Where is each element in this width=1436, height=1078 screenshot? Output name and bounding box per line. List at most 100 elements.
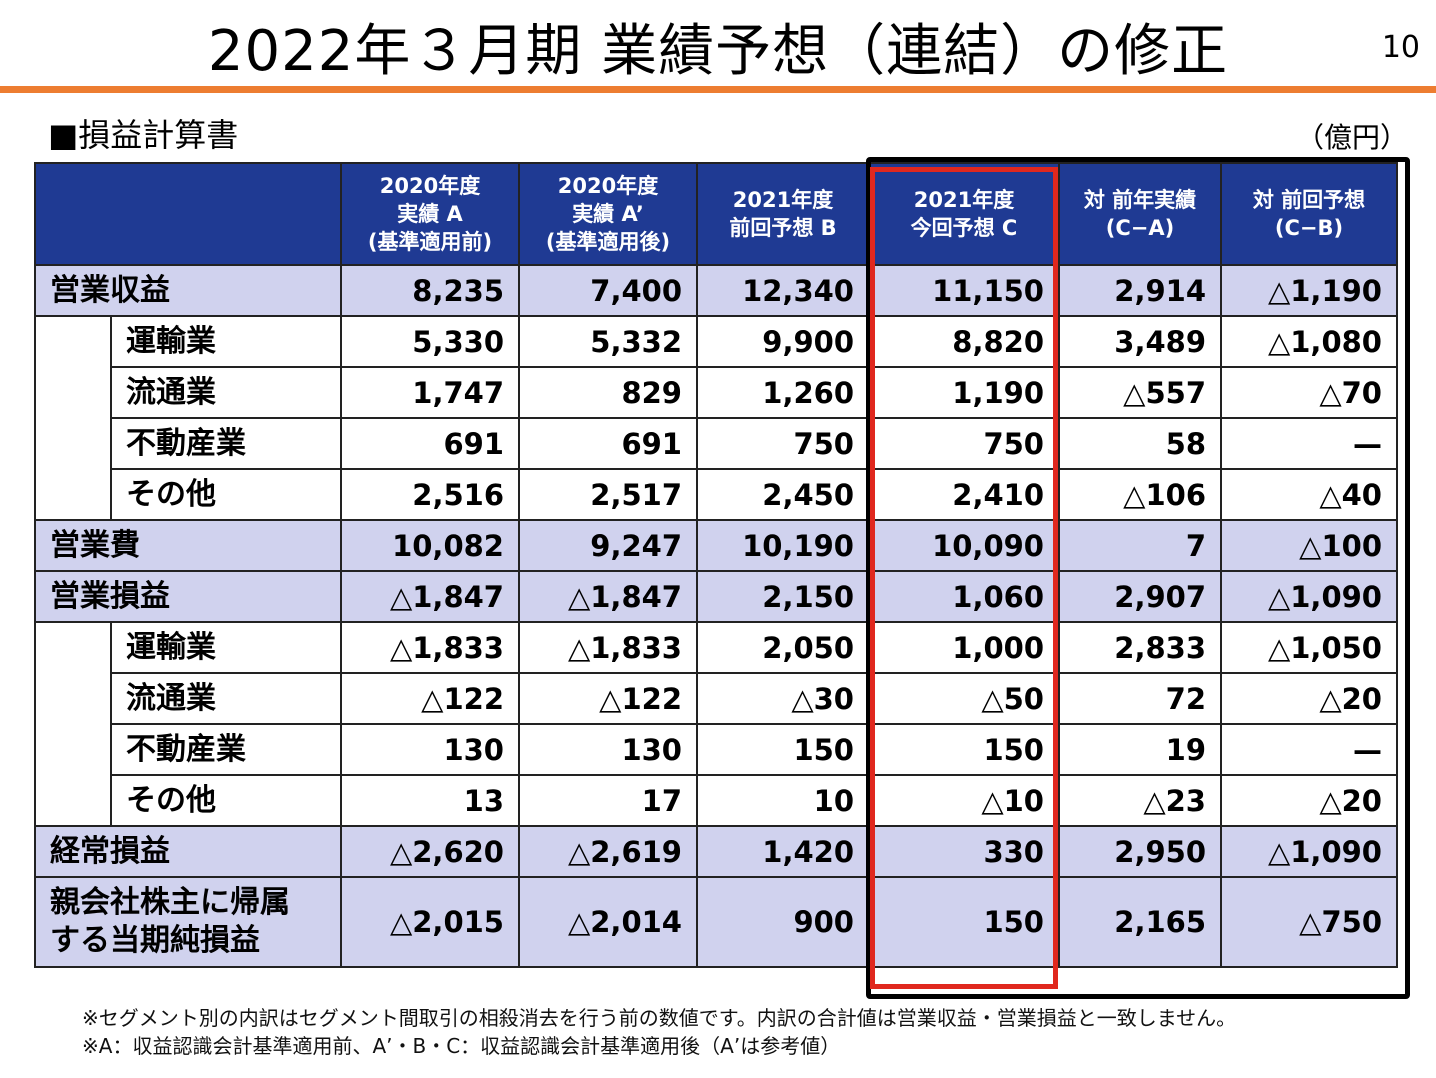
table-cell: 58 <box>1058 417 1222 470</box>
table-cell: 10 <box>696 774 870 827</box>
table-cell: 130 <box>518 723 698 776</box>
row-label: その他 <box>110 774 342 827</box>
footnote: ※A：収益認識会計基準適用前、A’・B・C：収益認識会計基準適用後（A’は参考値… <box>82 1034 841 1058</box>
header-corner <box>34 162 342 266</box>
table-cell: △100 <box>1220 519 1398 572</box>
table-cell: 1,060 <box>868 570 1060 623</box>
table-cell: 19 <box>1058 723 1222 776</box>
row-label: 親会社株主に帰属 する当期純損益 <box>34 876 342 968</box>
table-cell: △1,833 <box>518 621 698 674</box>
table-cell: △30 <box>696 672 870 725</box>
table-cell: — <box>1220 417 1398 470</box>
table-cell: 2,516 <box>340 468 520 521</box>
table-cell: 2,165 <box>1058 876 1222 968</box>
row-label: 運輸業 <box>110 621 342 674</box>
row-label: 運輸業 <box>110 315 342 368</box>
table-cell: △122 <box>340 672 520 725</box>
table-cell: △106 <box>1058 468 1222 521</box>
row-label: 不動産業 <box>110 723 342 776</box>
income-statement-table: 2020年度 実績 A (基準適用前) 2020年度 実績 A’ (基準適用後)… <box>34 162 1398 968</box>
table-cell: △1,090 <box>1220 825 1398 878</box>
row-label: 流通業 <box>110 366 342 419</box>
table-cell: 750 <box>696 417 870 470</box>
table-cell: △70 <box>1220 366 1398 419</box>
table-row: 経常損益 △2,620 △2,619 1,420 330 2,950 △1,09… <box>34 825 1398 878</box>
table-cell: 5,330 <box>340 315 520 368</box>
table-row: 営業損益 △1,847 △1,847 2,150 1,060 2,907 △1,… <box>34 570 1398 623</box>
table-row: 営業費 10,082 9,247 10,190 10,090 7 △100 <box>34 519 1398 572</box>
table-cell: △750 <box>1220 876 1398 968</box>
table-row: その他 2,516 2,517 2,450 2,410 △106 △40 <box>35 468 1398 521</box>
unit-label: （億円） <box>1295 121 1408 154</box>
table-cell: 2,150 <box>696 570 870 623</box>
table-cell: 150 <box>868 723 1060 776</box>
footnotes: ※セグメント別の内訳はセグメント間取引の相殺消去を行う前の数値です。内訳の合計値… <box>82 1004 1236 1060</box>
indent-cell <box>34 621 112 827</box>
table-cell: 2,950 <box>1058 825 1222 878</box>
table-cell: 5,332 <box>518 315 698 368</box>
table-cell: 2,050 <box>696 621 870 674</box>
column-header: 2021年度 今回予想 C <box>868 162 1060 266</box>
page-number: 10 <box>1381 30 1420 65</box>
footnote: ※セグメント別の内訳はセグメント間取引の相殺消去を行う前の数値です。内訳の合計値… <box>82 1006 1237 1030</box>
table-cell: △2,015 <box>340 876 520 968</box>
table-cell: △122 <box>518 672 698 725</box>
table-cell: 3,489 <box>1058 315 1222 368</box>
table-cell: 2,914 <box>1058 264 1222 317</box>
table-cell: 2,907 <box>1058 570 1222 623</box>
column-header: 2020年度 実績 A’ (基準適用後) <box>518 162 698 266</box>
table-cell: 130 <box>340 723 520 776</box>
row-label: 不動産業 <box>110 417 342 470</box>
table-row: 流通業 △122 △122 △30 △50 72 △20 <box>35 672 1398 725</box>
row-label: 営業損益 <box>34 570 342 623</box>
table-cell: — <box>1220 723 1398 776</box>
table-row: 営業収益 8,235 7,400 12,340 11,150 2,914 △1,… <box>34 264 1398 317</box>
row-label: 経常損益 <box>34 825 342 878</box>
table-cell: △1,833 <box>340 621 520 674</box>
column-header: 対 前年実績 (C−A) <box>1058 162 1222 266</box>
table-cell: △1,847 <box>518 570 698 623</box>
table-row: 運輸業 △1,833 △1,833 2,050 1,000 2,833 △1,0… <box>34 621 1398 827</box>
table-cell: △1,090 <box>1220 570 1398 623</box>
table-cell: △50 <box>868 672 1060 725</box>
table-cell: 72 <box>1058 672 1222 725</box>
table-cell: 10,082 <box>340 519 520 572</box>
row-label: 流通業 <box>110 672 342 725</box>
column-header: 対 前回予想 (C−B) <box>1220 162 1398 266</box>
table-cell: 829 <box>518 366 698 419</box>
table-cell: 10,190 <box>696 519 870 572</box>
table-cell: △20 <box>1220 774 1398 827</box>
table-row: 不動産業 691 691 750 750 58 — <box>35 417 1398 470</box>
table-header-row: 2020年度 実績 A (基準適用前) 2020年度 実績 A’ (基準適用後)… <box>34 162 1398 266</box>
table-cell: △1,080 <box>1220 315 1398 368</box>
table-cell: 1,747 <box>340 366 520 419</box>
table-cell: △2,014 <box>518 876 698 968</box>
table-cell: △1,050 <box>1220 621 1398 674</box>
table-cell: 7 <box>1058 519 1222 572</box>
table-cell: 150 <box>696 723 870 776</box>
table-cell: 1,190 <box>868 366 1060 419</box>
table-cell: 2,450 <box>696 468 870 521</box>
table-cell: △2,620 <box>340 825 520 878</box>
table-cell: 750 <box>868 417 1060 470</box>
table-cell: 2,410 <box>868 468 1060 521</box>
page-title: 2022年３月期 業績予想（連結）の修正 <box>207 19 1229 84</box>
table-row: 親会社株主に帰属 する当期純損益 △2,015 △2,014 900 150 2… <box>34 876 1398 968</box>
table-cell: 9,900 <box>696 315 870 368</box>
row-label: 営業費 <box>34 519 342 572</box>
table-cell: △10 <box>868 774 1060 827</box>
table-cell: 7,400 <box>518 264 698 317</box>
table-cell: 691 <box>518 417 698 470</box>
table-cell: 2,517 <box>518 468 698 521</box>
table-cell: 1,000 <box>868 621 1060 674</box>
table-row: 運輸業 5,330 5,332 9,900 8,820 3,489 △1,080 <box>34 315 1398 521</box>
table-cell: 13 <box>340 774 520 827</box>
table-cell: △23 <box>1058 774 1222 827</box>
table-row: その他 13 17 10 △10 △23 △20 <box>35 774 1398 827</box>
column-header: 2021年度 前回予想 B <box>696 162 870 266</box>
table-cell: 17 <box>518 774 698 827</box>
row-label: 営業収益 <box>34 264 342 317</box>
table-cell: 10,090 <box>868 519 1060 572</box>
table-cell: △1,190 <box>1220 264 1398 317</box>
table-cell: 8,235 <box>340 264 520 317</box>
